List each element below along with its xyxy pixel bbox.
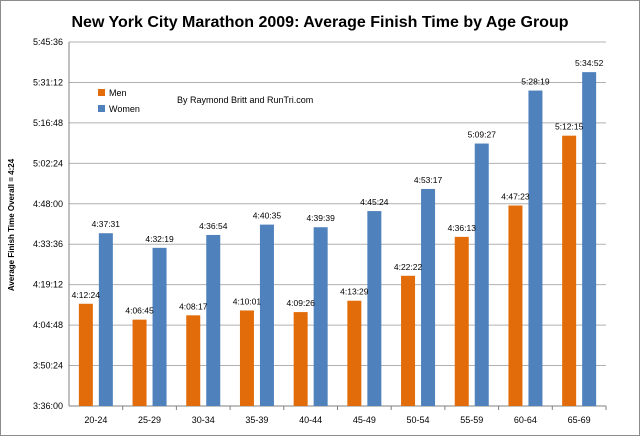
data-label-men: 4:22:22 <box>394 262 423 272</box>
axes <box>68 42 607 410</box>
gridlines <box>69 41 606 407</box>
y-tick-label: 4:48:00 <box>33 199 63 209</box>
bar-men <box>293 312 308 406</box>
legend: Men Women <box>98 88 140 114</box>
x-tick-label: 40-44 <box>299 415 322 425</box>
bar-women <box>421 188 436 406</box>
legend-swatch-women <box>98 105 105 112</box>
data-label-women: 4:37:31 <box>92 219 121 229</box>
x-tick-label: 55-59 <box>460 415 483 425</box>
y-tick-label: 3:36:00 <box>33 401 63 411</box>
data-label-men: 4:08:17 <box>179 301 208 311</box>
data-label-women: 5:09:27 <box>468 130 497 140</box>
bar-men <box>562 135 577 406</box>
y-tick-label: 5:31:12 <box>33 77 63 87</box>
y-tick-label: 4:33:36 <box>33 239 63 249</box>
x-tick-label: 35-39 <box>245 415 268 425</box>
data-label-women: 4:45:24 <box>360 197 389 207</box>
y-tick-label: 5:02:24 <box>33 158 63 168</box>
legend-label-men: Men <box>109 88 127 98</box>
y-axis-label: Average Finish Time Overall = 4:24 <box>7 158 16 291</box>
x-tick-label: 65-69 <box>568 415 591 425</box>
data-label-women: 5:28:19 <box>521 77 550 87</box>
data-label-women: 4:53:17 <box>414 175 443 185</box>
y-tick-label: 3:50:24 <box>33 361 63 371</box>
x-tick-label: 45-49 <box>353 415 376 425</box>
y-tick-label: 5:16:48 <box>33 118 63 128</box>
data-labels: 4:12:24 4:37:31 4:06:45 4:32:19 4:08:17 4:36:… <box>72 58 604 315</box>
bar-men <box>401 275 416 406</box>
y-tick-label: 5:45:36 <box>33 37 63 47</box>
bar-men <box>132 319 147 406</box>
x-tick-label: 50-54 <box>407 415 430 425</box>
legend-swatch-men <box>98 89 105 96</box>
data-label-men: 4:06:45 <box>125 306 154 316</box>
data-label-women: 4:40:35 <box>253 211 282 221</box>
bar-men <box>508 205 523 406</box>
data-label-men: 4:09:26 <box>286 298 315 308</box>
y-tick-labels: 3:36:00 3:50:24 4:04:48 4:19:12 4:33:36 4:48:… <box>33 37 63 411</box>
data-label-men: 4:13:29 <box>340 287 369 297</box>
bar-women <box>98 233 113 406</box>
data-label-women: 5:34:52 <box>575 58 604 68</box>
data-label-men: 4:47:23 <box>501 192 530 202</box>
bars <box>78 72 597 406</box>
bar-men <box>347 300 362 406</box>
data-label-women: 4:39:39 <box>306 213 335 223</box>
bar-women <box>474 143 489 406</box>
chart-credit: By Raymond Britt and RunTri.com <box>177 95 313 105</box>
data-label-women: 4:32:19 <box>145 234 174 244</box>
bar-women <box>152 247 167 406</box>
bar-women <box>582 72 597 406</box>
bar-men <box>239 310 254 406</box>
y-tick-label: 4:19:12 <box>33 280 63 290</box>
data-label-men: 4:36:13 <box>448 223 477 233</box>
bar-men <box>454 236 469 406</box>
bar-women <box>206 234 221 406</box>
legend-label-women: Women <box>109 104 140 114</box>
bar-women <box>367 211 382 406</box>
x-tick-label: 25-29 <box>138 415 161 425</box>
x-tick-label: 30-34 <box>192 415 215 425</box>
x-tick-label: 60-64 <box>514 415 537 425</box>
x-tick-labels: 20-24 25-29 30-34 35-39 40-44 45-49 50-54 55-59… <box>84 415 590 425</box>
data-label-men: 5:12:15 <box>555 122 584 132</box>
data-label-women: 4:36:54 <box>199 221 228 231</box>
chart-title: New York City Marathon 2009: Average Fin… <box>71 14 568 31</box>
data-label-men: 4:10:01 <box>233 296 262 306</box>
bar-men <box>186 315 201 406</box>
bar-women <box>259 224 274 406</box>
y-tick-label: 4:04:48 <box>33 320 63 330</box>
x-tick-label: 20-24 <box>84 415 107 425</box>
bar-women <box>313 227 328 406</box>
data-label-men: 4:12:24 <box>72 290 101 300</box>
bar-men <box>78 303 93 406</box>
bar-women <box>528 90 543 406</box>
